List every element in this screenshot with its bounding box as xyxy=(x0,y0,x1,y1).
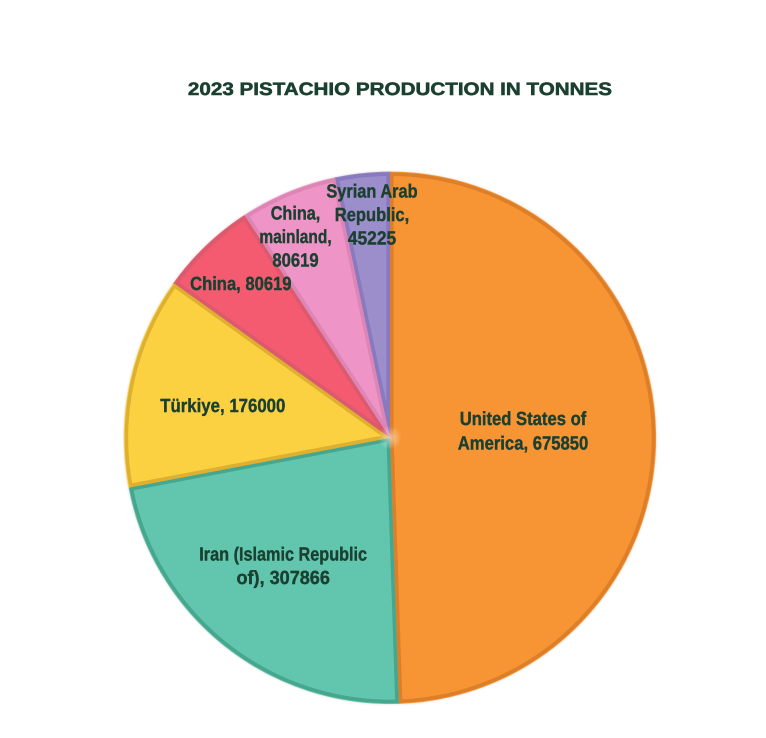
svg-text:Türkiye, 176000: Türkiye, 176000 xyxy=(160,396,285,417)
svg-text:80619: 80619 xyxy=(272,251,318,272)
svg-text:of), 307866: of), 307866 xyxy=(237,568,330,589)
svg-text:Republic,: Republic, xyxy=(335,205,409,226)
svg-text:Iran (Islamic Republic: Iran (Islamic Republic xyxy=(199,545,367,566)
svg-text:China,: China, xyxy=(271,204,321,225)
svg-text:China, 80619: China, 80619 xyxy=(190,274,291,295)
svg-text:45225: 45225 xyxy=(348,228,397,249)
svg-text:Syrian Arab: Syrian Arab xyxy=(326,181,417,202)
svg-text:2023 PISTACHIO PRODUCTION IN T: 2023 PISTACHIO PRODUCTION IN TONNES xyxy=(188,79,612,99)
svg-text:United States of: United States of xyxy=(460,409,587,430)
svg-text:mainland,: mainland, xyxy=(259,227,331,248)
svg-text:America, 675850: America, 675850 xyxy=(458,434,589,455)
